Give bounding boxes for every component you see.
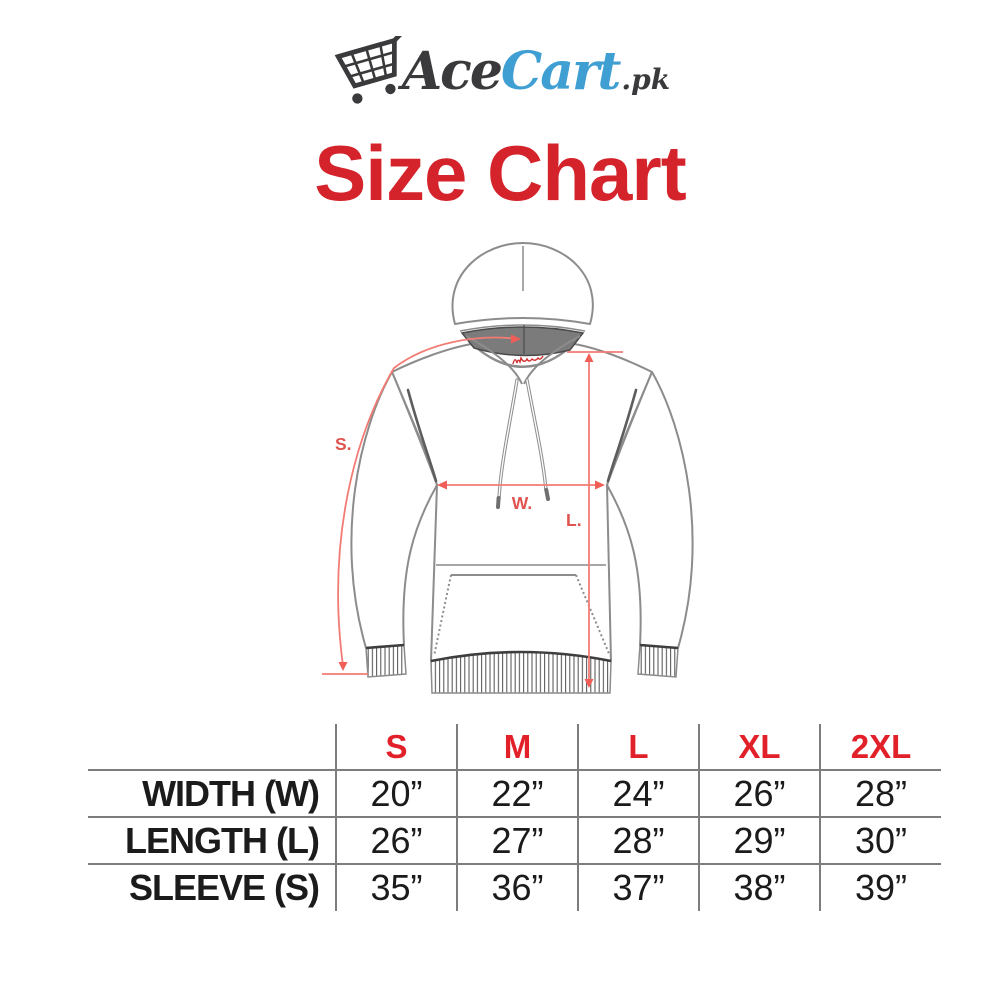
table-row-sleeve: SLEEVE (S) 35” 36” 37” 38” 39” bbox=[88, 863, 941, 911]
table-row-width: WIDTH (W) 20” 22” 24” 26” 28” bbox=[88, 769, 941, 817]
length-value-m: 27” bbox=[456, 816, 578, 864]
hood-front-edge-left bbox=[465, 335, 523, 385]
width-measure-line bbox=[437, 480, 605, 490]
sleeve-value-s: 35” bbox=[335, 863, 457, 911]
size-column-header-l: L bbox=[577, 724, 699, 770]
cart-basket bbox=[334, 37, 397, 89]
hood-inner-lining bbox=[460, 326, 585, 357]
width-value-m: 22” bbox=[456, 769, 578, 817]
length-measure-label: L. bbox=[566, 510, 582, 530]
brand-word-domain: .pk bbox=[621, 63, 671, 96]
kangaroo-pocket bbox=[433, 564, 611, 657]
sleeve-value-m: 36” bbox=[456, 863, 578, 911]
brand-logo-text: Ace Cart .pk bbox=[402, 34, 670, 98]
cart-basket-grid bbox=[343, 44, 395, 84]
table-corner-cell bbox=[88, 724, 336, 770]
brand-word-ace: Ace bbox=[401, 41, 503, 102]
page-title: Size Chart bbox=[314, 129, 686, 217]
hoodie-sleeves bbox=[350, 371, 694, 649]
length-value-2xl: 30” bbox=[819, 816, 941, 864]
brand-logo: Ace Cart .pk bbox=[0, 34, 1000, 110]
sleeve-value-l: 37” bbox=[577, 863, 699, 911]
length-measure-line bbox=[567, 351, 623, 688]
cart-wheel-right bbox=[385, 83, 396, 95]
cuff-ribbing bbox=[365, 643, 679, 678]
hood bbox=[451, 242, 594, 385]
size-table: S M L XL 2XL WIDTH (W) 20” 22” 24” 26” 2… bbox=[88, 724, 941, 911]
table-row-length: LENGTH (L) 26” 27” 28” 29” 30” bbox=[88, 816, 941, 864]
measurement-annotations bbox=[322, 334, 623, 688]
width-value-s: 20” bbox=[335, 769, 457, 817]
row-label-width: WIDTH (W) bbox=[88, 769, 336, 817]
shopping-cart-icon bbox=[334, 36, 405, 104]
width-measure-label: W. bbox=[512, 493, 532, 513]
sleeve-measure-line bbox=[322, 334, 521, 675]
row-label-sleeve: SLEEVE (S) bbox=[88, 863, 336, 911]
drawstrings bbox=[496, 378, 550, 509]
hoodie-measurement-diagram: S. W. L. bbox=[320, 238, 700, 713]
size-table-header-row: S M L XL 2XL bbox=[88, 724, 941, 770]
size-column-header-2xl: 2XL bbox=[819, 724, 941, 770]
hoodie-drawing: S. W. L. bbox=[322, 242, 694, 694]
hem-ribbing bbox=[430, 650, 612, 694]
size-column-header-m: M bbox=[456, 724, 578, 770]
sleeve-value-xl: 38” bbox=[698, 863, 820, 911]
width-value-2xl: 28” bbox=[819, 769, 941, 817]
brand-signature-mark bbox=[512, 355, 544, 365]
size-column-header-s: S bbox=[335, 724, 457, 770]
hood-rim bbox=[459, 324, 586, 332]
cart-handle bbox=[392, 36, 405, 43]
width-value-xl: 26” bbox=[698, 769, 820, 817]
length-value-xl: 29” bbox=[698, 816, 820, 864]
row-label-length: LENGTH (L) bbox=[88, 816, 336, 864]
size-column-header-xl: XL bbox=[698, 724, 820, 770]
sleeve-value-2xl: 39” bbox=[819, 863, 941, 911]
width-value-l: 24” bbox=[577, 769, 699, 817]
length-value-s: 26” bbox=[335, 816, 457, 864]
sleeve-measure-label: S. bbox=[335, 434, 352, 454]
length-value-l: 28” bbox=[577, 816, 699, 864]
brand-word-cart: Cart bbox=[500, 41, 621, 102]
cart-wheel-left bbox=[352, 93, 363, 104]
